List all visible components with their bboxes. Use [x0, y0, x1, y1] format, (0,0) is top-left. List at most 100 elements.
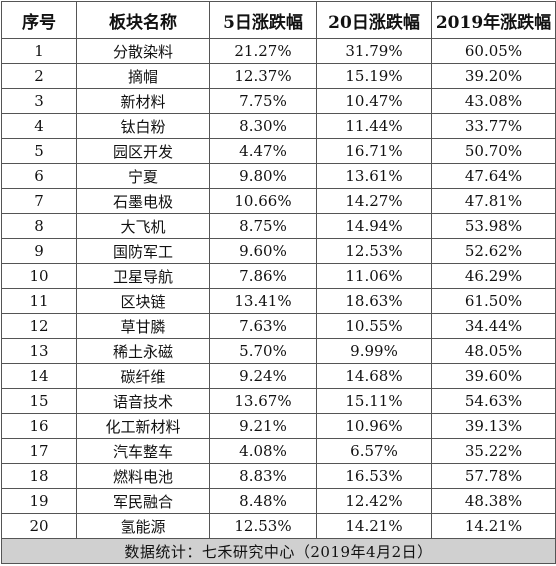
cell-2019-change: 48.05% — [431, 338, 556, 364]
table-row: 6 宁夏 9.80% 13.61% 47.64% — [1, 163, 556, 189]
cell-5day-change: 9.24% — [209, 363, 317, 389]
cell-20day-change: 18.63% — [316, 288, 432, 314]
cell-index: 15 — [1, 388, 77, 414]
cell-2019-change: 43.08% — [431, 88, 556, 114]
cell-index: 11 — [1, 288, 77, 314]
cell-20day-change: 9.99% — [316, 338, 432, 364]
table-row: 10 卫星导航 7.86% 11.06% 46.29% — [1, 263, 556, 289]
cell-index: 13 — [1, 338, 77, 364]
cell-sector-name: 碳纤维 — [76, 363, 210, 389]
cell-20day-change: 11.06% — [316, 263, 432, 289]
cell-sector-name: 摘帽 — [76, 63, 210, 89]
cell-index: 14 — [1, 363, 77, 389]
table-footer-row: 数据统计：七禾研究中心（2019年4月2日） — [1, 538, 556, 564]
cell-20day-change: 14.27% — [316, 188, 432, 214]
data-source-note: 数据统计：七禾研究中心（2019年4月2日） — [1, 538, 556, 564]
table-row: 2 摘帽 12.37% 15.19% 39.20% — [1, 63, 556, 89]
cell-2019-change: 35.22% — [431, 438, 556, 464]
cell-5day-change: 9.80% — [209, 163, 317, 189]
table-row: 7 石墨电极 10.66% 14.27% 47.81% — [1, 188, 556, 214]
cell-20day-change: 14.94% — [316, 213, 432, 239]
cell-5day-change: 8.75% — [209, 213, 317, 239]
cell-20day-change: 10.47% — [316, 88, 432, 114]
cell-20day-change: 10.96% — [316, 413, 432, 439]
cell-sector-name: 汽车整车 — [76, 438, 210, 464]
cell-5day-change: 9.60% — [209, 238, 317, 264]
cell-sector-name: 国防军工 — [76, 238, 210, 264]
cell-2019-change: 47.64% — [431, 163, 556, 189]
cell-5day-change: 13.41% — [209, 288, 317, 314]
cell-sector-name: 卫星导航 — [76, 263, 210, 289]
cell-5day-change: 8.48% — [209, 488, 317, 514]
table-row: 1 分散染料 21.27% 31.79% 60.05% — [1, 38, 556, 64]
cell-index: 1 — [1, 38, 77, 64]
cell-2019-change: 47.81% — [431, 188, 556, 214]
cell-20day-change: 31.79% — [316, 38, 432, 64]
cell-index: 17 — [1, 438, 77, 464]
table-row: 9 国防军工 9.60% 12.53% 52.62% — [1, 238, 556, 264]
header-5day-change: 5日涨跌幅 — [209, 1, 317, 39]
cell-5day-change: 10.66% — [209, 188, 317, 214]
cell-sector-name: 区块链 — [76, 288, 210, 314]
cell-20day-change: 10.55% — [316, 313, 432, 339]
cell-5day-change: 8.83% — [209, 463, 317, 489]
cell-2019-change: 39.20% — [431, 63, 556, 89]
table-row: 13 稀土永磁 5.70% 9.99% 48.05% — [1, 338, 556, 364]
table-row: 18 燃料电池 8.83% 16.53% 57.78% — [1, 463, 556, 489]
cell-5day-change: 13.67% — [209, 388, 317, 414]
cell-sector-name: 分散染料 — [76, 38, 210, 64]
header-sector-name: 板块名称 — [76, 1, 210, 39]
cell-20day-change: 11.44% — [316, 113, 432, 139]
cell-5day-change: 7.75% — [209, 88, 317, 114]
cell-sector-name: 燃料电池 — [76, 463, 210, 489]
cell-2019-change: 57.78% — [431, 463, 556, 489]
cell-sector-name: 语音技术 — [76, 388, 210, 414]
cell-index: 20 — [1, 513, 77, 539]
table-row: 15 语音技术 13.67% 15.11% 54.63% — [1, 388, 556, 414]
cell-2019-change: 61.50% — [431, 288, 556, 314]
table-row: 8 大飞机 8.75% 14.94% 53.98% — [1, 213, 556, 239]
table-header-row: 序号 板块名称 5日涨跌幅 20日涨跌幅 2019年涨跌幅 — [1, 1, 556, 39]
table-row: 20 氢能源 12.53% 14.21% 14.21% — [1, 513, 556, 539]
cell-5day-change: 5.70% — [209, 338, 317, 364]
cell-2019-change: 39.13% — [431, 413, 556, 439]
cell-20day-change: 12.53% — [316, 238, 432, 264]
cell-sector-name: 园区开发 — [76, 138, 210, 164]
cell-index: 19 — [1, 488, 77, 514]
cell-sector-name: 宁夏 — [76, 163, 210, 189]
cell-2019-change: 53.98% — [431, 213, 556, 239]
cell-5day-change: 21.27% — [209, 38, 317, 64]
table-row: 4 钛白粉 8.30% 11.44% 33.77% — [1, 113, 556, 139]
cell-index: 2 — [1, 63, 77, 89]
cell-20day-change: 16.53% — [316, 463, 432, 489]
cell-sector-name: 草甘膦 — [76, 313, 210, 339]
table-row: 11 区块链 13.41% 18.63% 61.50% — [1, 288, 556, 314]
header-index: 序号 — [1, 1, 77, 39]
cell-2019-change: 33.77% — [431, 113, 556, 139]
header-2019-change: 2019年涨跌幅 — [431, 1, 556, 39]
cell-sector-name: 氢能源 — [76, 513, 210, 539]
cell-sector-name: 钛白粉 — [76, 113, 210, 139]
cell-2019-change: 14.21% — [431, 513, 556, 539]
cell-sector-name: 稀土永磁 — [76, 338, 210, 364]
table-row: 17 汽车整车 4.08% 6.57% 35.22% — [1, 438, 556, 464]
cell-5day-change: 7.63% — [209, 313, 317, 339]
cell-20day-change: 15.19% — [316, 63, 432, 89]
cell-20day-change: 14.68% — [316, 363, 432, 389]
cell-20day-change: 16.71% — [316, 138, 432, 164]
cell-index: 12 — [1, 313, 77, 339]
table-row: 16 化工新材料 9.21% 10.96% 39.13% — [1, 413, 556, 439]
table-row: 5 园区开发 4.47% 16.71% 50.70% — [1, 138, 556, 164]
cell-5day-change: 12.37% — [209, 63, 317, 89]
cell-index: 6 — [1, 163, 77, 189]
cell-index: 18 — [1, 463, 77, 489]
table-row: 14 碳纤维 9.24% 14.68% 39.60% — [1, 363, 556, 389]
cell-2019-change: 46.29% — [431, 263, 556, 289]
cell-index: 5 — [1, 138, 77, 164]
cell-5day-change: 12.53% — [209, 513, 317, 539]
cell-sector-name: 化工新材料 — [76, 413, 210, 439]
cell-20day-change: 14.21% — [316, 513, 432, 539]
table-row: 19 军民融合 8.48% 12.42% 48.38% — [1, 488, 556, 514]
cell-sector-name: 石墨电极 — [76, 188, 210, 214]
